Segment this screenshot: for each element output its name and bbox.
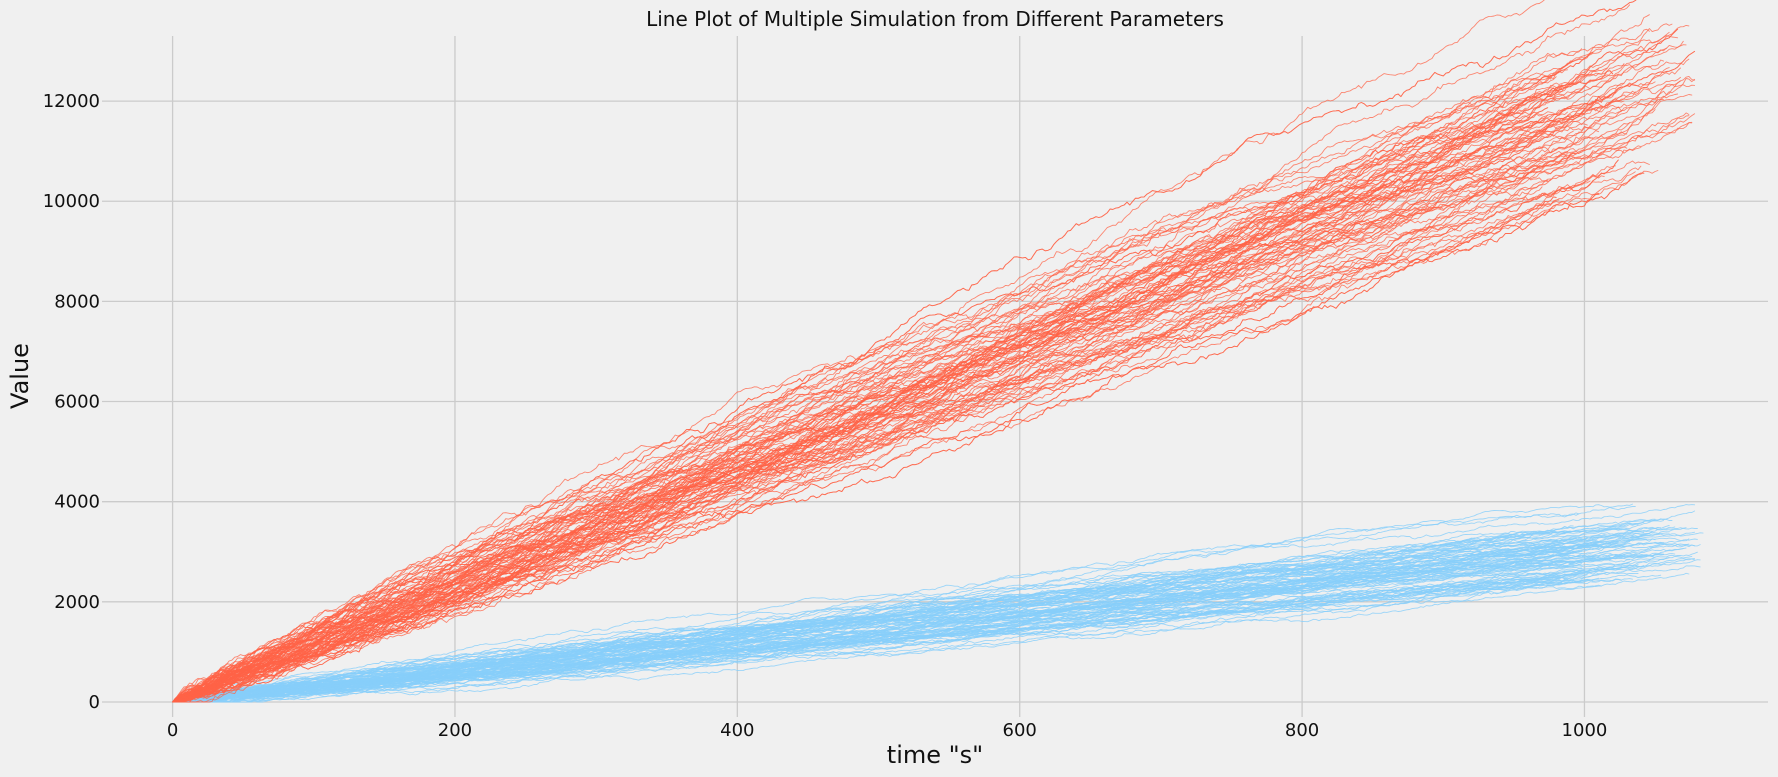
series-line-red-99 bbox=[172, 51, 1594, 703]
series-group-blue bbox=[172, 503, 1704, 703]
series-group-red bbox=[172, 0, 1696, 703]
series-line-red-57 bbox=[172, 171, 1636, 703]
series-line-blue-77 bbox=[172, 564, 1639, 703]
series-line-blue-98 bbox=[172, 503, 1633, 703]
series-line-blue-74 bbox=[172, 538, 1648, 703]
y-tick-label: 6000 bbox=[54, 392, 100, 413]
series-line-red-54 bbox=[172, 76, 1557, 703]
series-line-blue-33 bbox=[172, 536, 1600, 703]
series-line-blue-99 bbox=[172, 583, 1560, 703]
y-tick-label: 12000 bbox=[43, 91, 100, 112]
x-tick-label: 800 bbox=[1285, 720, 1319, 741]
y-axis-ticks: 0 2000 4000 6000 8000 10000 12000 bbox=[43, 91, 100, 713]
series-line-red-53 bbox=[172, 63, 1625, 703]
series-line-blue-76 bbox=[172, 560, 1574, 703]
series-line-red-47 bbox=[172, 186, 1543, 703]
y-tick-label: 2000 bbox=[54, 592, 100, 613]
series-line-red-19 bbox=[172, 78, 1696, 703]
x-tick-label: 400 bbox=[720, 720, 754, 741]
series-line-blue-96 bbox=[172, 551, 1577, 703]
series-line-blue-93 bbox=[172, 531, 1653, 703]
series-line-red-98 bbox=[172, 196, 1557, 703]
series-line-red-86 bbox=[172, 115, 1690, 703]
x-tick-label: 600 bbox=[1003, 720, 1037, 741]
series-line-blue-84 bbox=[172, 542, 1600, 703]
series-line-blue-35 bbox=[172, 532, 1566, 703]
series-line-red-83 bbox=[172, 60, 1574, 703]
series-line-red-92 bbox=[172, 70, 1614, 703]
series-line-red-94 bbox=[172, 28, 1679, 703]
series-line-blue-90 bbox=[172, 543, 1696, 703]
series-line-red-77 bbox=[172, 69, 1568, 703]
series-line-blue-86 bbox=[172, 553, 1664, 703]
series-line-red-65 bbox=[172, 173, 1605, 703]
series-line-red-85 bbox=[172, 160, 1650, 703]
x-axis-ticks: 0 200 400 600 800 1000 bbox=[167, 720, 1607, 741]
series-line-red-4 bbox=[172, 176, 1549, 703]
series-line-red-90 bbox=[172, 152, 1577, 703]
x-axis-label: time "s" bbox=[887, 741, 983, 769]
series-line-red-73 bbox=[172, 59, 1664, 703]
series-line-red-76 bbox=[172, 80, 1681, 703]
y-tick-label: 4000 bbox=[54, 492, 100, 513]
x-tick-label: 200 bbox=[438, 720, 472, 741]
series-line-blue-81 bbox=[172, 528, 1622, 703]
x-tick-label: 1000 bbox=[1562, 720, 1608, 741]
chart-title: Line Plot of Multiple Simulation from Di… bbox=[646, 7, 1224, 31]
series-line-blue-94 bbox=[172, 527, 1687, 703]
series-line-red-96 bbox=[172, 192, 1600, 703]
series-line-blue-92 bbox=[172, 561, 1631, 703]
series-line-red-95 bbox=[172, 159, 1619, 703]
series-line-red-93 bbox=[172, 92, 1616, 703]
series-line-red-81 bbox=[172, 147, 1642, 703]
y-tick-label: 0 bbox=[89, 692, 100, 713]
x-tick-label: 0 bbox=[167, 720, 178, 741]
series-line-blue-78 bbox=[172, 504, 1696, 703]
y-axis-label: Value bbox=[6, 343, 34, 409]
series-line-blue-97 bbox=[172, 574, 1600, 703]
series-line-blue-89 bbox=[172, 572, 1690, 703]
series-line-blue-88 bbox=[172, 512, 1580, 703]
series-line-red-97 bbox=[172, 0, 1637, 703]
series-line-red-80 bbox=[172, 76, 1681, 703]
series-line-red-79 bbox=[172, 40, 1684, 703]
series-line-red-87 bbox=[172, 107, 1549, 703]
series-line-red-91 bbox=[172, 50, 1696, 703]
y-tick-label: 10000 bbox=[43, 191, 100, 212]
y-tick-label: 8000 bbox=[54, 291, 100, 312]
series-line-blue-67 bbox=[172, 555, 1648, 703]
